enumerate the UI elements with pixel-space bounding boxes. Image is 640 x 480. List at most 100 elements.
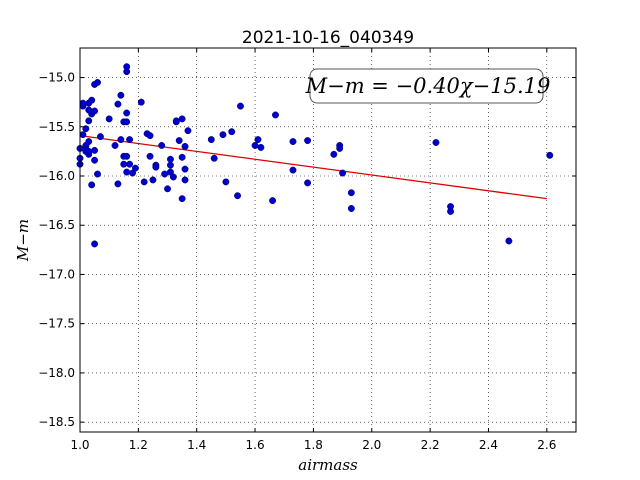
data-point bbox=[181, 143, 189, 150]
data-point bbox=[336, 144, 344, 152]
data-point bbox=[91, 156, 99, 164]
data-point bbox=[114, 180, 122, 188]
data-point bbox=[82, 125, 90, 133]
data-point bbox=[91, 146, 99, 154]
annotation-text: M−m = −0.40χ−15.19 bbox=[305, 74, 551, 98]
data-point bbox=[126, 136, 134, 144]
data-point bbox=[181, 165, 189, 173]
data-point bbox=[123, 152, 131, 160]
x-tick-label: 1.8 bbox=[304, 438, 323, 452]
data-point bbox=[447, 207, 454, 215]
data-point bbox=[178, 153, 186, 161]
data-point bbox=[123, 68, 131, 76]
x-axis-ticks: 1.0 1.2 1.4 1.6 1.8 2.0 2.2 2.4 2.6 bbox=[70, 48, 556, 452]
grid-lines bbox=[79, 48, 576, 432]
data-point bbox=[161, 170, 169, 178]
data-point bbox=[251, 142, 259, 149]
data-point bbox=[131, 164, 139, 172]
data-point bbox=[79, 99, 87, 107]
data-point bbox=[432, 139, 440, 146]
x-tick-label: 1.6 bbox=[246, 438, 265, 452]
data-point bbox=[149, 176, 157, 184]
data-point bbox=[184, 127, 192, 135]
data-point bbox=[254, 136, 262, 144]
y-axis-label: M−m bbox=[14, 219, 32, 262]
y-tick-label: −16.5 bbox=[38, 218, 75, 232]
data-point bbox=[137, 98, 145, 106]
data-point bbox=[96, 133, 104, 141]
data-point bbox=[330, 150, 338, 158]
y-tick-label: −18.5 bbox=[38, 415, 75, 429]
data-point bbox=[91, 107, 99, 115]
data-point bbox=[207, 136, 215, 144]
data-point bbox=[146, 152, 154, 160]
data-point bbox=[152, 163, 160, 171]
data-point bbox=[85, 147, 93, 155]
data-point bbox=[123, 118, 131, 126]
data-point bbox=[175, 137, 183, 145]
data-point bbox=[339, 169, 347, 177]
fit-line-group bbox=[79, 134, 547, 200]
data-point bbox=[181, 176, 189, 184]
data-point bbox=[117, 91, 125, 99]
y-tick-label: −17.5 bbox=[38, 317, 75, 331]
fit-annotation: M−m = −0.40χ−15.19 bbox=[305, 68, 551, 104]
data-point bbox=[114, 100, 122, 108]
data-point bbox=[88, 181, 96, 189]
y-tick-label: −17.0 bbox=[38, 267, 75, 281]
data-point bbox=[347, 189, 355, 197]
data-point bbox=[146, 132, 154, 140]
data-point bbox=[257, 143, 265, 151]
data-point bbox=[210, 154, 218, 162]
y-tick-label: −15.0 bbox=[38, 71, 75, 85]
data-point bbox=[172, 117, 180, 125]
data-point bbox=[269, 197, 277, 205]
chart-title: 2021-10-16_040349 bbox=[242, 28, 414, 48]
data-point bbox=[94, 79, 101, 86]
data-point bbox=[88, 96, 96, 104]
annotation-box bbox=[309, 68, 544, 104]
data-point bbox=[123, 109, 131, 117]
data-point bbox=[158, 142, 166, 149]
y-tick-label: −16.0 bbox=[38, 169, 75, 183]
x-tick-label: 2.0 bbox=[362, 438, 381, 452]
data-point bbox=[304, 179, 312, 187]
data-point bbox=[304, 137, 312, 145]
data-point bbox=[117, 136, 125, 144]
data-point bbox=[347, 205, 355, 212]
data-point bbox=[222, 178, 230, 186]
data-point bbox=[289, 166, 297, 174]
data-point bbox=[79, 131, 87, 139]
x-tick-label: 2.4 bbox=[479, 438, 498, 452]
data-point bbox=[237, 102, 244, 110]
data-point bbox=[219, 131, 227, 139]
x-tick-label: 1.0 bbox=[70, 438, 89, 452]
y-tick-label: −15.5 bbox=[38, 120, 75, 134]
data-points bbox=[76, 63, 554, 248]
data-point bbox=[85, 138, 93, 145]
y-tick-label: −18.0 bbox=[38, 366, 75, 380]
data-point bbox=[546, 151, 554, 159]
x-tick-label: 2.6 bbox=[537, 438, 556, 452]
data-point bbox=[228, 128, 236, 136]
fit-line bbox=[79, 134, 547, 200]
x-axis-label: airmass bbox=[298, 456, 358, 474]
data-point bbox=[91, 240, 99, 248]
x-tick-label: 1.4 bbox=[187, 438, 206, 452]
data-point bbox=[85, 117, 93, 125]
data-point bbox=[166, 155, 174, 163]
y-axis-ticks: −15.0 −15.5 −16.0 −16.5 −17.0 −17.5 −18.0 −18.5 bbox=[38, 71, 576, 429]
data-point bbox=[272, 111, 279, 119]
x-tick-label: 2.2 bbox=[421, 438, 440, 452]
data-point bbox=[234, 192, 242, 200]
data-point bbox=[123, 168, 131, 176]
data-point bbox=[178, 195, 186, 203]
x-tick-label: 1.2 bbox=[129, 438, 148, 452]
data-point bbox=[166, 161, 174, 169]
data-point bbox=[289, 138, 297, 145]
data-point bbox=[140, 178, 148, 186]
data-point bbox=[94, 170, 101, 178]
data-point bbox=[164, 185, 171, 193]
data-point bbox=[126, 160, 134, 168]
